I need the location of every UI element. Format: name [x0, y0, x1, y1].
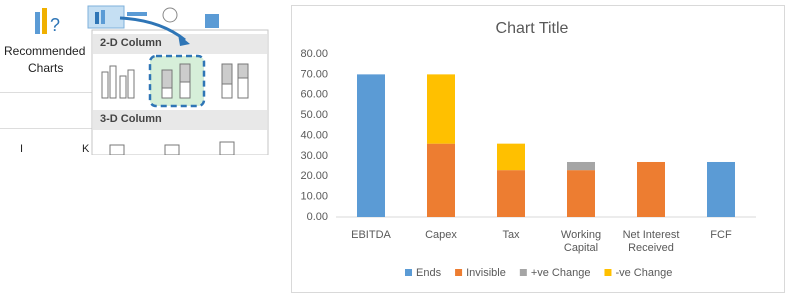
section-header [93, 110, 267, 130]
divider [0, 128, 92, 129]
legend-label: -ve Change [615, 267, 672, 279]
legend-label: Ends [416, 267, 442, 279]
x-tick-label: Working Capital [560, 229, 602, 254]
section-title: 3-D Column [100, 113, 162, 125]
y-tick-label: 50.00 [300, 109, 328, 121]
button-label[interactable]: Charts [28, 61, 64, 75]
bar-segment [567, 170, 595, 217]
bar-segment [427, 143, 455, 217]
icon [101, 10, 105, 24]
bar-segment [567, 161, 595, 171]
bar-segment [707, 161, 735, 217]
button-label[interactable]: Recommended [4, 44, 86, 58]
section-title: 2-D Column [100, 37, 162, 49]
divider [0, 92, 92, 93]
y-tick-label: 40.00 [300, 129, 328, 141]
y-tick-label: 70.00 [300, 68, 328, 80]
icon [127, 12, 147, 16]
y-tick-label: 80.00 [300, 48, 328, 60]
chart-button[interactable] [87, 5, 125, 29]
legend-swatch [604, 269, 612, 276]
bar-segment [637, 161, 665, 217]
x-tick-label: Net Interest Received [622, 229, 680, 254]
ribbon: ? Recommended Charts 2-D Column 3-D Colu… [0, 0, 270, 155]
x-tick-label: Capex [425, 229, 457, 241]
legend-label: +ve Change [531, 267, 591, 279]
column-header: K [82, 143, 90, 155]
bar-segment [497, 143, 525, 171]
y-tick-label: 20.00 [300, 170, 328, 182]
legend-label: Invisible [466, 267, 506, 279]
x-tick-label: EBITDA [351, 229, 391, 241]
icon [35, 12, 40, 34]
icon [42, 8, 47, 34]
chart: Chart Title 0.00 10.00 20.00 30.00 40.00 50.0… [291, 5, 785, 293]
bar-segment [427, 74, 455, 144]
legend-swatch [455, 269, 463, 276]
x-tick-label: FCF [710, 229, 732, 241]
legend-swatch [519, 269, 527, 276]
x-tick-label: Tax [502, 229, 520, 241]
y-tick-label: 30.00 [300, 150, 328, 162]
icon [162, 7, 178, 23]
chart-title: Chart Title [496, 20, 569, 37]
y-tick-label: 10.00 [300, 191, 328, 203]
y-tick-label: 0.00 [307, 211, 328, 223]
stacked-column-option[interactable] [148, 54, 206, 108]
icon [205, 14, 219, 28]
chart-svg: Chart Title 0.00 10.00 20.00 30.00 40.00 50.0… [300, 20, 756, 279]
icon: ? [50, 15, 60, 35]
icon [95, 12, 99, 24]
bar-segment [497, 170, 525, 217]
bar-segment [357, 74, 385, 217]
ribbon-icons: ? [0, 0, 270, 155]
option-icons [101, 63, 249, 155]
arrow-head [178, 34, 190, 46]
y-tick-label: 60.00 [300, 89, 328, 101]
column-header: I [20, 143, 24, 155]
legend-swatch [405, 269, 412, 276]
